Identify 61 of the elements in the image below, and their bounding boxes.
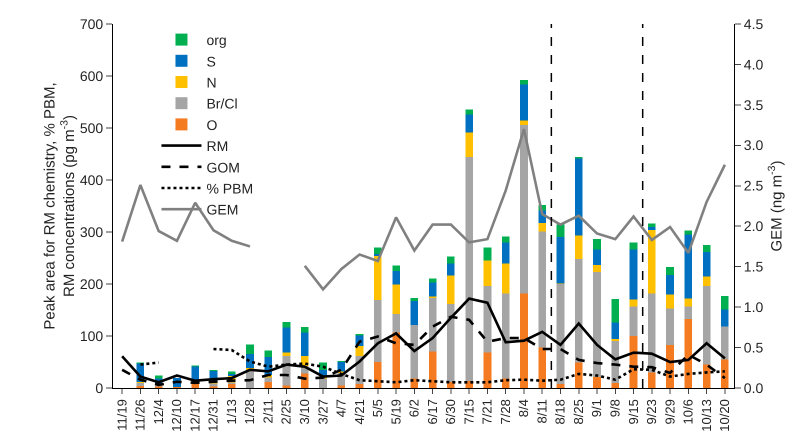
x-tick-label: 9/29 bbox=[662, 399, 678, 425]
legend-label: org bbox=[206, 32, 227, 48]
x-tick-label: 12/17 bbox=[187, 399, 202, 432]
x-tick-label: 7/15 bbox=[461, 399, 476, 425]
x-tick-label: 3/10 bbox=[297, 399, 312, 425]
x-tick-label: 6/2 bbox=[406, 399, 422, 418]
y-tick-label: 600 bbox=[80, 68, 104, 84]
y-tick-label: 200 bbox=[80, 276, 104, 292]
y-tick-label: 700 bbox=[80, 16, 104, 32]
legend-label: Br/Cl bbox=[206, 96, 238, 112]
y-tick-label: 300 bbox=[80, 224, 104, 240]
y-tick-label: 0 bbox=[95, 380, 104, 396]
x-tick-label: 5/19 bbox=[388, 399, 404, 425]
y-tick-label: 500 bbox=[80, 120, 104, 136]
y2-tick-label: 1.0 bbox=[744, 299, 764, 316]
x-tick-label: 2/25 bbox=[278, 399, 294, 425]
x-tick-label: 12/31 bbox=[206, 399, 221, 432]
y2-tick-label: 0.0 bbox=[744, 380, 764, 396]
x-tick-label: 8/18 bbox=[552, 399, 568, 425]
legend-label: S bbox=[206, 53, 216, 70]
x-tick-label: 9/1 bbox=[589, 399, 604, 418]
legend-label: GEM bbox=[206, 202, 238, 218]
y-tick-label: 400 bbox=[80, 172, 104, 188]
x-tick-label: 8/11 bbox=[534, 399, 550, 424]
x-tick-label: 1/13 bbox=[224, 399, 239, 425]
x-tick-label: 12/10 bbox=[169, 399, 184, 432]
x-tick-label: 10/20 bbox=[717, 399, 732, 432]
legend-label: O bbox=[206, 116, 218, 133]
x-tick-label: 6/17 bbox=[424, 399, 440, 425]
x-tick-label: 8/4 bbox=[516, 399, 532, 418]
x-tick-label: 6/30 bbox=[443, 399, 458, 425]
x-tick-label: 9/8 bbox=[608, 399, 623, 418]
x-tick-label: 11/26 bbox=[132, 399, 148, 431]
legend-label: RM bbox=[206, 138, 228, 154]
x-tick-label: 11/19 bbox=[114, 399, 130, 431]
x-tick-label: 12/4 bbox=[150, 399, 166, 425]
y2-tick-label: 4.0 bbox=[744, 56, 764, 72]
x-tick-label: 4/7 bbox=[334, 399, 349, 418]
legend-label: GOM bbox=[206, 159, 240, 176]
y2-tick-label: 4.5 bbox=[744, 16, 764, 32]
y2-tick-label: 3.5 bbox=[744, 96, 764, 113]
y-tick-label: 100 bbox=[80, 328, 104, 344]
x-tick-label: 10/6 bbox=[680, 399, 696, 425]
x-tick-label: 4/21 bbox=[352, 399, 367, 425]
x-tick-label: 9/15 bbox=[626, 399, 641, 425]
legend-label: N bbox=[206, 74, 217, 90]
x-tick-label: 1/28 bbox=[242, 399, 258, 425]
x-tick-label: 3/27 bbox=[315, 399, 330, 425]
y2-tick-label: 2.5 bbox=[744, 178, 764, 194]
x-tick-label: 8/25 bbox=[570, 399, 586, 425]
x-tick-label: 9/23 bbox=[644, 399, 660, 425]
legend-label: % PBM bbox=[206, 180, 254, 196]
x-tick-label: 7/28 bbox=[498, 399, 513, 425]
x-tick-label: 10/13 bbox=[698, 399, 714, 432]
y2-tick-label: 2.0 bbox=[744, 218, 764, 234]
y2-tick-label: 3.0 bbox=[744, 137, 764, 154]
x-tick-label: 5/5 bbox=[370, 399, 386, 418]
x-tick-label: 7/21 bbox=[480, 399, 495, 425]
y2-tick-label: 1.5 bbox=[744, 258, 764, 275]
x-tick-label: 2/11 bbox=[260, 399, 276, 424]
y2-tick-label: 0.5 bbox=[744, 339, 764, 356]
